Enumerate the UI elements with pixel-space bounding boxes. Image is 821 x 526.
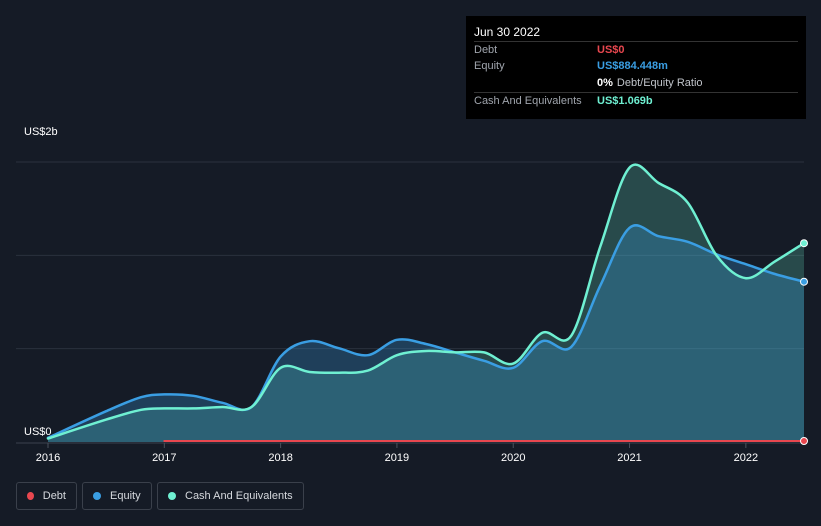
legend-cash-toggle[interactable]: Cash And Equivalents [157, 482, 304, 510]
x-tick-label-2017: 2017 [152, 452, 176, 464]
tooltip-equity-row: Equity US$884.448m [474, 58, 798, 75]
data-tooltip: Jun 30 2022 Debt US$0 Equity US$884.448m… [466, 16, 806, 119]
series-lines [46, 163, 806, 442]
x-tick-label-2021: 2021 [617, 452, 641, 464]
x-axis-ticks: 2016 2017 2018 2019 2020 2021 2022 [36, 443, 758, 464]
tooltip-cash-row: Cash And Equivalents US$1.069b [474, 92, 798, 109]
cash-and-equivalents-line [46, 163, 806, 440]
tooltip-debt-value: US$0 [597, 44, 625, 56]
x-tick-label-2022: 2022 [734, 452, 758, 464]
tooltip-debt-label: Debt [474, 44, 498, 56]
tooltip-equity-value: US$884.448m [597, 60, 668, 72]
cash-and-equivalents-area [48, 164, 804, 443]
cash-legend-dot-icon [168, 492, 176, 500]
tooltip-ratio-label: Debt/Equity Ratio [616, 77, 703, 89]
y-axis-label-bottom: US$0 [24, 426, 52, 438]
equity-area [48, 225, 804, 442]
series-endpoints [800, 239, 808, 445]
tooltip-date: Jun 30 2022 [474, 25, 541, 39]
legend-debt-toggle[interactable]: Debt [16, 482, 77, 510]
x-tick-label-2019: 2019 [385, 452, 409, 464]
y-axis-label-top: US$2b [24, 126, 58, 138]
tooltip-ratio-value: 0% [597, 77, 613, 89]
equity-line [46, 224, 806, 440]
legend-debt-label: Debt [42, 490, 66, 502]
x-tick-label-2018: 2018 [268, 452, 292, 464]
cash-and-equivalents-endpoint [800, 239, 808, 248]
legend-cash-label: Cash And Equivalents [185, 490, 293, 502]
series-areas [48, 164, 804, 443]
debt-endpoint [800, 437, 808, 445]
gridlines [16, 161, 804, 444]
tooltip-ratio-row: 0% Debt/Equity Ratio [474, 75, 798, 92]
debt-legend-dot-icon [27, 492, 34, 500]
x-tick-label-2020: 2020 [501, 452, 525, 464]
tooltip-cash-value: US$1.069b [597, 95, 653, 107]
legend-equity-toggle[interactable]: Equity [82, 482, 152, 510]
tooltip-debt-row: Debt US$0 [474, 41, 798, 58]
tooltip-cash-label: Cash And Equivalents [474, 95, 582, 107]
equity-legend-dot-icon [93, 492, 101, 500]
legend-equity-label: Equity [110, 490, 141, 502]
equity-endpoint [800, 277, 808, 286]
tooltip-equity-label: Equity [474, 60, 505, 72]
x-tick-label-2016: 2016 [36, 452, 60, 464]
